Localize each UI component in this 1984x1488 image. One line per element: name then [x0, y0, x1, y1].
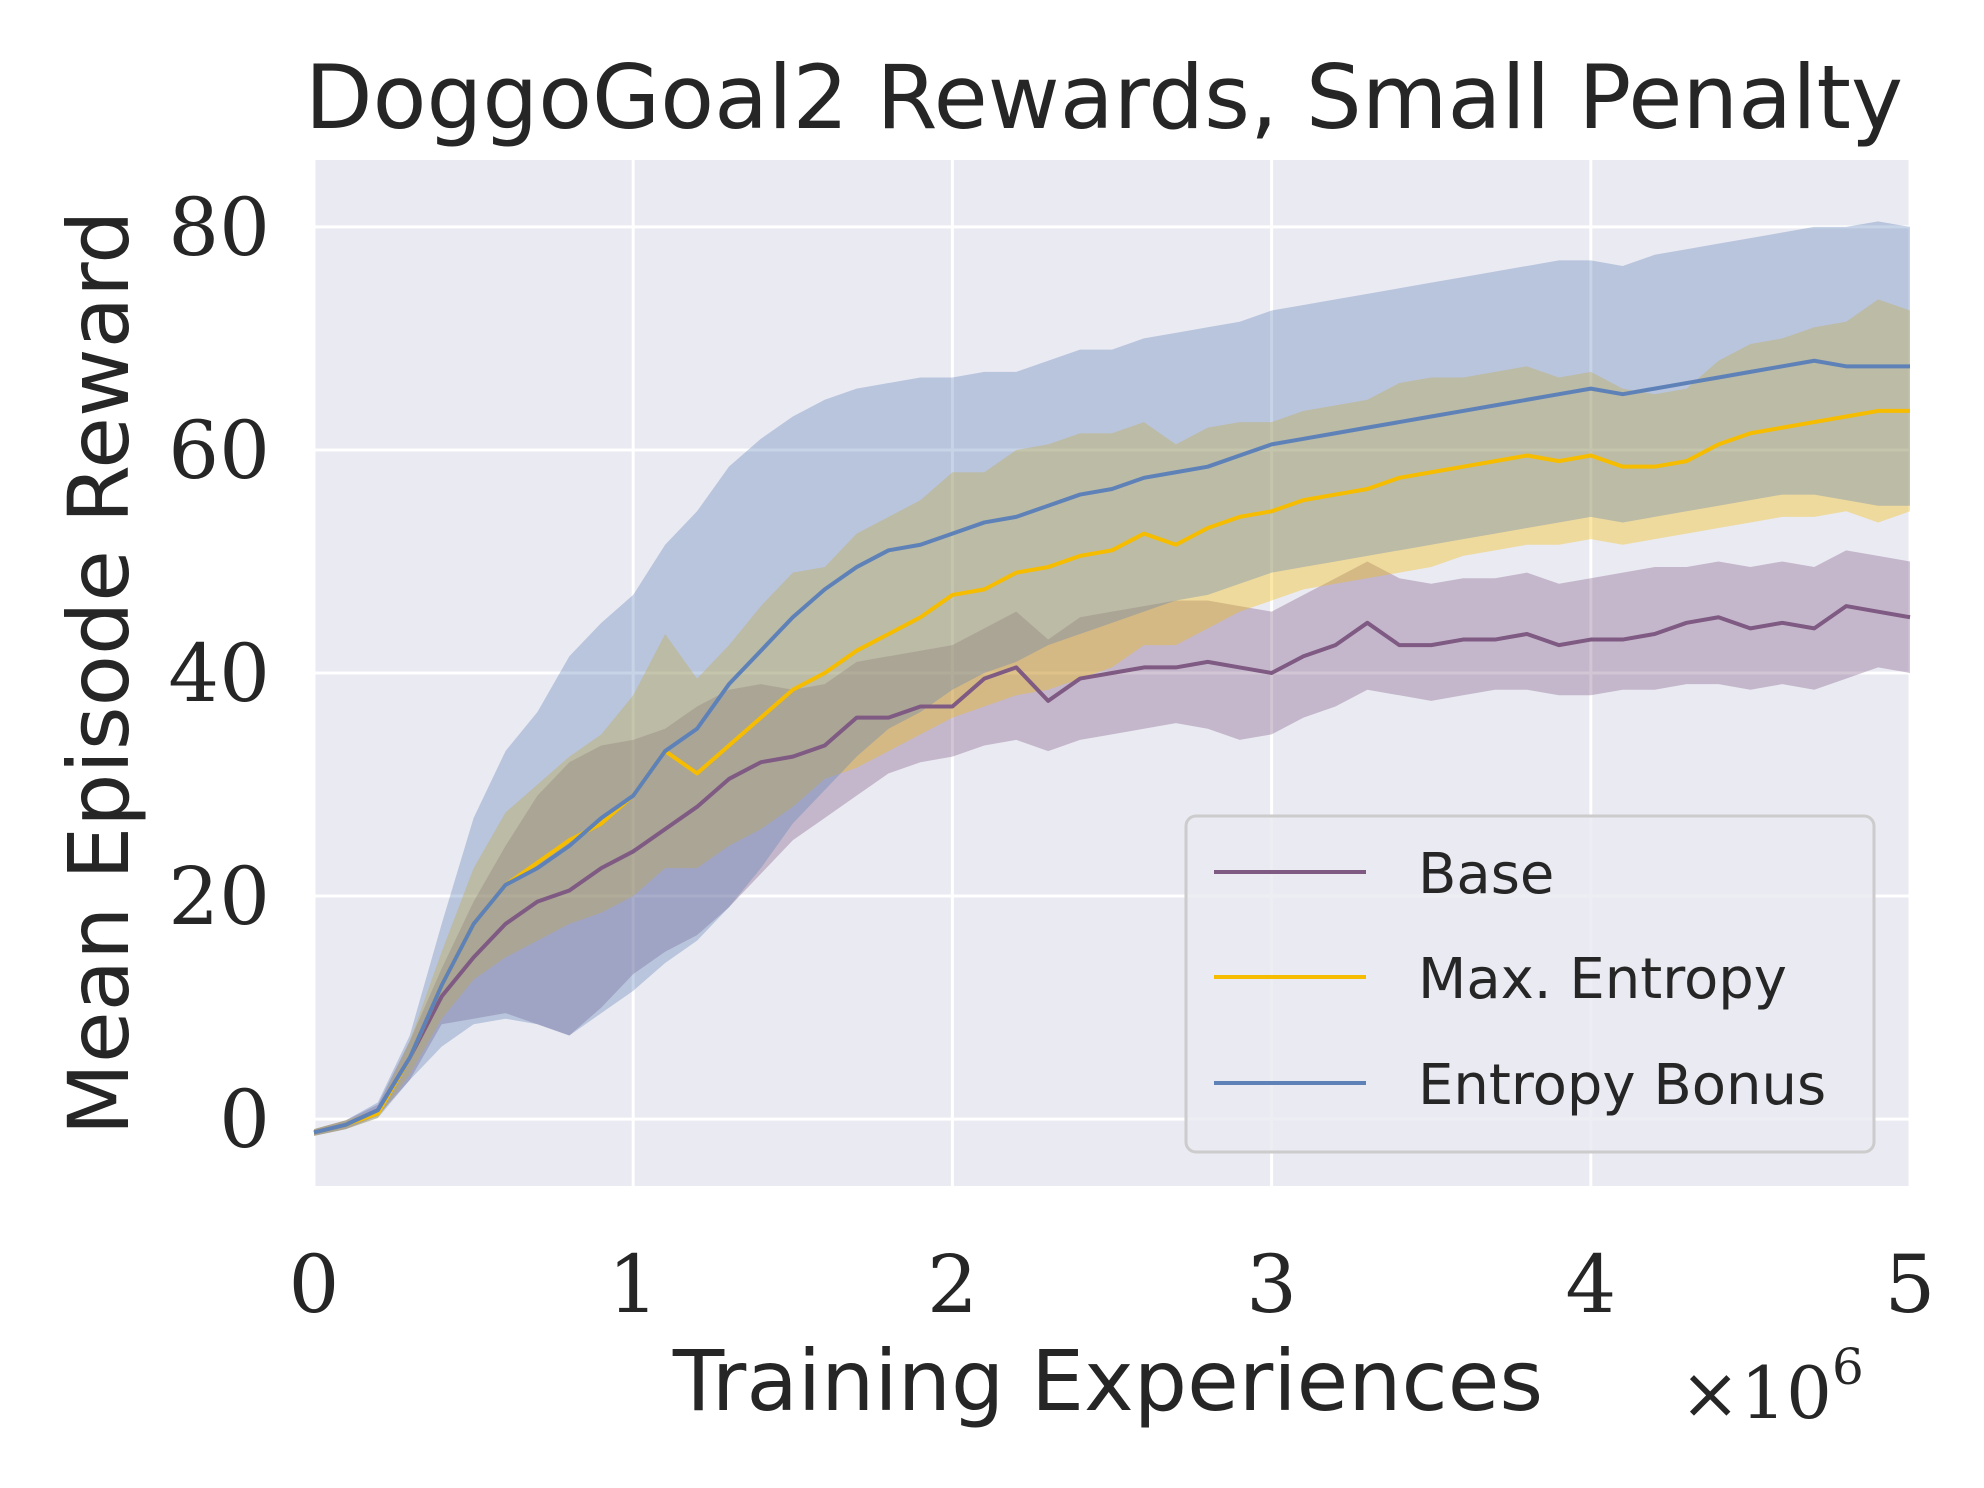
x-tick-label-1: 1 [608, 1238, 659, 1331]
y-tick-label-40: 40 [168, 627, 270, 720]
x-tick-label-4: 4 [1565, 1238, 1616, 1331]
x-axis-multiplier: ×106 [1680, 1338, 1864, 1435]
band-max-entropy [314, 299, 1910, 1136]
confidence-bands [314, 221, 1910, 1136]
legend-box [1184, 814, 1876, 1154]
legend-label-max-entropy: Max. Entropy [1418, 947, 1787, 1012]
line-base [313, 604, 1911, 1135]
line-entropy-bonus [313, 358, 1910, 1135]
series-lines [313, 358, 1911, 1135]
x-multiplier-base: ×10 [1680, 1351, 1832, 1435]
y-tick-labels: 0 20 40 60 80 [168, 181, 270, 1166]
band-entropy-bonus [314, 221, 1910, 1136]
x-axis-label: Training Experiences [672, 1332, 1543, 1430]
y-tick-label-80: 80 [168, 181, 270, 274]
grid [312, 160, 1912, 1186]
y-tick-label-0: 0 [219, 1073, 270, 1166]
legend-label-entropy-bonus: Entropy Bonus [1418, 1053, 1826, 1118]
legend: Base Max. Entropy Entropy Bonus [1184, 814, 1876, 1154]
x-tick-labels: 0 1 2 3 4 5 [289, 1238, 1936, 1331]
band-base [314, 550, 1910, 1136]
y-tick-label-60: 60 [168, 404, 270, 497]
legend-label-base: Base [1418, 842, 1554, 907]
y-axis-label: Mean Episode Reward [50, 211, 148, 1136]
x-tick-label-3: 3 [1246, 1238, 1297, 1331]
x-tick-label-0: 0 [289, 1238, 340, 1331]
x-tick-label-5: 5 [1885, 1238, 1936, 1331]
chart-title: DoggoGoal2 Rewards, Small Penalty [305, 46, 1903, 149]
x-multiplier-exponent: 6 [1832, 1338, 1864, 1396]
y-tick-label-20: 20 [168, 850, 270, 943]
x-tick-label-2: 2 [927, 1238, 978, 1331]
